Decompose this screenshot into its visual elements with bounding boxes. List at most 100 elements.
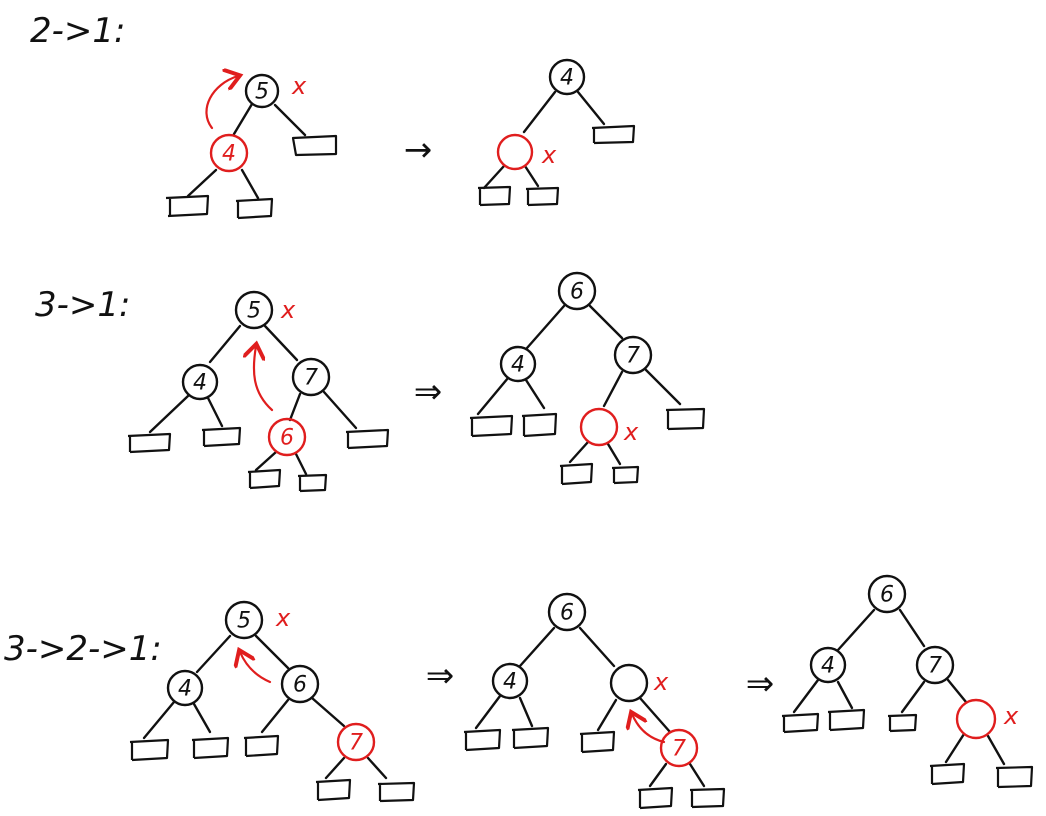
tree-edge <box>322 390 358 430</box>
tree-node <box>244 73 280 109</box>
tree-node <box>491 662 529 700</box>
nil-leaf <box>689 787 726 809</box>
tree-edge <box>254 450 278 472</box>
tree-node <box>234 290 274 330</box>
case3-step1-tree: 5 x 4 6 7 <box>129 600 416 803</box>
nil-leaf <box>377 781 416 803</box>
tree-node <box>867 574 907 614</box>
tree-node-red <box>336 722 376 762</box>
tree-edge <box>648 762 668 788</box>
nil-leaf <box>637 786 674 810</box>
nil-leaf <box>665 407 706 431</box>
transition-arrow: ⇒ <box>414 372 443 412</box>
nil-leaf <box>559 462 594 486</box>
nil-leaf <box>129 738 170 762</box>
tree-edge <box>208 324 242 364</box>
tree-edge <box>792 678 820 714</box>
node-label: 4 <box>222 142 236 167</box>
tree-edge <box>596 698 618 732</box>
tree-edge <box>523 164 540 188</box>
tree-node <box>809 646 847 684</box>
tree-edge <box>324 756 346 780</box>
tree-node-red <box>659 728 699 768</box>
tree-edge <box>288 392 302 422</box>
case-label: 3->1: <box>35 285 130 325</box>
tree-node-red <box>209 133 249 173</box>
node-label: 4 <box>560 66 574 91</box>
transition-arrow: → <box>404 130 433 170</box>
case-label: 2->1: <box>30 11 125 51</box>
tree-edge <box>638 696 672 734</box>
double-black-mark: x <box>280 296 296 324</box>
tree-edge <box>518 696 534 728</box>
tree-node <box>548 58 586 96</box>
tree-node <box>609 663 649 703</box>
tree-node <box>613 335 653 375</box>
tree-node <box>224 600 264 640</box>
node-label: 5 <box>255 80 269 105</box>
nil-leaf <box>591 124 636 145</box>
tree-edge <box>688 762 706 788</box>
case1-step2-tree: 4 x <box>477 58 636 207</box>
rotation-arrow <box>205 76 238 130</box>
tree-edge <box>310 696 346 728</box>
tree-edge <box>588 304 624 340</box>
tree-edge <box>186 168 218 198</box>
tree-edge <box>568 440 590 464</box>
nil-leaf <box>243 734 280 758</box>
tree-edge <box>482 164 506 190</box>
tree-edge <box>142 700 176 740</box>
tree-node <box>166 669 204 707</box>
case1-step1-tree: 5 x 4 <box>165 72 338 220</box>
tree-edge <box>254 634 290 670</box>
node-label: 4 <box>511 353 525 378</box>
double-black-mark: x <box>541 141 557 169</box>
tree-edge <box>474 694 502 730</box>
nil-leaf <box>297 473 328 493</box>
tree-edge <box>518 626 556 668</box>
node-label: 5 <box>237 609 251 634</box>
nil-leaf <box>191 736 230 760</box>
nil-leaf <box>247 468 282 490</box>
nil-leaf <box>469 414 514 438</box>
double-black-mark: x <box>291 72 307 100</box>
nil-leaf <box>781 712 820 734</box>
tree-node <box>280 664 320 704</box>
tree-edge <box>946 678 968 704</box>
tree-node <box>291 357 331 397</box>
node-label: 6 <box>570 280 584 305</box>
tree-edge <box>476 376 510 416</box>
tree-node <box>181 363 219 401</box>
node-label: 5 <box>247 299 261 324</box>
nil-leaf <box>579 730 616 754</box>
nil-leaf <box>165 194 210 218</box>
tree-edge <box>644 368 682 406</box>
nil-leaf <box>995 765 1034 789</box>
tree-edge <box>578 626 616 668</box>
tree-edge <box>522 90 557 134</box>
tree-edge <box>836 680 854 710</box>
tree-edge <box>366 756 388 780</box>
nil-leaf <box>521 412 558 438</box>
node-label: 7 <box>626 344 640 369</box>
tree-edge <box>524 378 546 410</box>
tree-edge <box>192 702 212 734</box>
tree-node <box>547 592 587 632</box>
nil-leaf <box>477 185 512 207</box>
node-label: 7 <box>672 737 686 762</box>
node-label: 6 <box>293 673 307 698</box>
node-label: 6 <box>880 583 894 608</box>
nil-leaf <box>345 428 390 450</box>
case-label: 3->2->1: <box>4 629 162 669</box>
tree-node <box>499 345 537 383</box>
case3-step2-tree: 6 4 x 7 <box>463 592 726 810</box>
tree-edge <box>602 370 624 408</box>
tree-node <box>557 271 597 311</box>
node-label: 6 <box>560 601 574 626</box>
nil-leaf <box>887 713 918 733</box>
node-label: 7 <box>349 731 363 756</box>
transition-arrow: ⇒ <box>746 664 775 704</box>
case2-step1-tree: 5 x 4 7 6 <box>127 290 390 493</box>
double-black-mark: x <box>653 668 669 696</box>
nil-leaf <box>201 426 242 448</box>
